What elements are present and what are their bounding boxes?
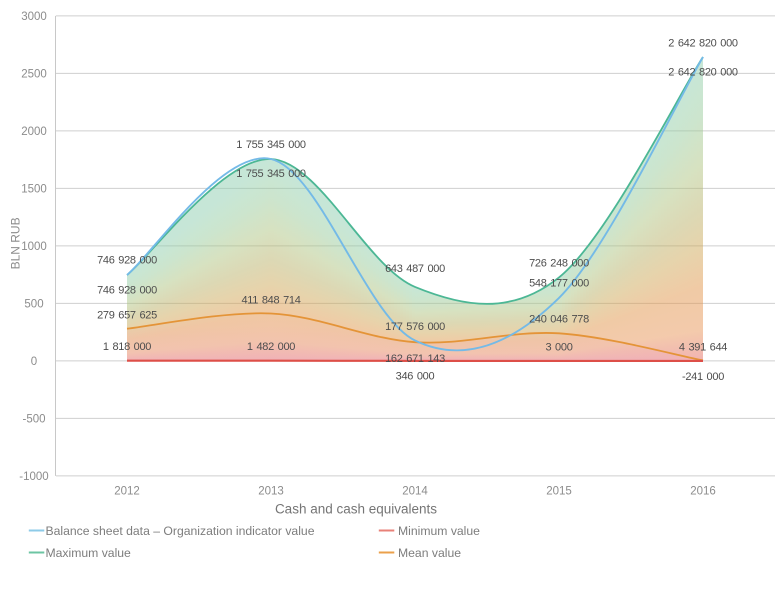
svg-text:Cash and cash equivalents: Cash and cash equivalents (275, 501, 437, 516)
svg-text:500: 500 (24, 298, 43, 310)
svg-text:3 000: 3 000 (545, 342, 572, 354)
svg-text:726 248 000: 726 248 000 (529, 257, 589, 269)
svg-text:1500: 1500 (21, 183, 47, 195)
svg-text:2014: 2014 (402, 486, 428, 498)
svg-text:2013: 2013 (258, 486, 284, 498)
svg-text:279 657 625: 279 657 625 (97, 310, 157, 322)
svg-text:240 046 778: 240 046 778 (529, 313, 589, 325)
svg-text:746 928 000: 746 928 000 (97, 254, 157, 266)
svg-text:-1000: -1000 (19, 471, 48, 483)
svg-text:2016: 2016 (690, 486, 716, 498)
svg-text:Mean value: Mean value (398, 546, 461, 560)
svg-text:2 642 820 000: 2 642 820 000 (668, 66, 738, 78)
svg-text:4 391 644: 4 391 644 (679, 341, 727, 353)
svg-text:-500: -500 (22, 413, 45, 425)
svg-text:Maximum value: Maximum value (46, 546, 132, 560)
svg-text:411 848 714: 411 848 714 (241, 294, 300, 306)
svg-text:Balance sheet data – Organizat: Balance sheet data – Organization indica… (46, 524, 315, 538)
svg-text:1000: 1000 (21, 241, 47, 253)
svg-text:0: 0 (31, 356, 37, 368)
svg-text:548 177 000: 548 177 000 (529, 278, 589, 290)
svg-text:2000: 2000 (21, 126, 47, 138)
svg-text:2500: 2500 (21, 68, 47, 80)
svg-text:Minimum value: Minimum value (398, 524, 480, 538)
svg-text:177 576 000: 177 576 000 (385, 321, 445, 333)
svg-text:-241 000: -241 000 (682, 371, 724, 383)
svg-text:1 755 345 000: 1 755 345 000 (236, 139, 306, 151)
svg-text:643 487 000: 643 487 000 (385, 263, 445, 275)
svg-text:1 482 000: 1 482 000 (247, 341, 295, 353)
svg-text:162 671 143: 162 671 143 (385, 353, 445, 365)
svg-text:BLN RUB: BLN RUB (9, 217, 23, 269)
svg-text:1 818 000: 1 818 000 (103, 341, 151, 353)
svg-text:1 755 345 000: 1 755 345 000 (236, 168, 306, 180)
svg-text:2015: 2015 (546, 486, 572, 498)
svg-text:2 642 820 000: 2 642 820 000 (668, 38, 738, 50)
svg-text:3000: 3000 (21, 11, 47, 23)
svg-text:746 928 000: 746 928 000 (97, 284, 157, 296)
svg-text:346 000: 346 000 (396, 371, 435, 383)
svg-text:2012: 2012 (114, 486, 140, 498)
